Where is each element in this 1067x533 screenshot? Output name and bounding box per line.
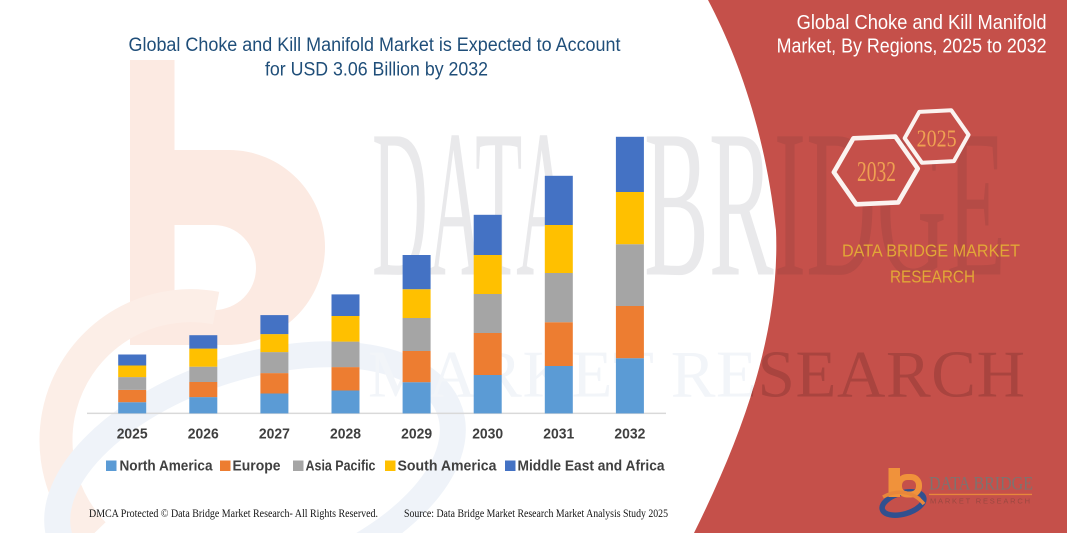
svg-text:2032: 2032 xyxy=(857,157,896,188)
svg-text:Global Choke and Kill Manifold: Global Choke and Kill Manifold xyxy=(797,12,1047,34)
svg-text:2026: 2026 xyxy=(188,426,219,443)
svg-text:Source: Data Bridge Market Res: Source: Data Bridge Market Research Mark… xyxy=(404,508,668,520)
svg-text:2027: 2027 xyxy=(259,426,290,443)
svg-text:DMCA Protected © Data Bridge M: DMCA Protected © Data Bridge Market Rese… xyxy=(89,508,378,520)
svg-text:Europe: Europe xyxy=(233,458,281,475)
svg-text:DATA: DATA xyxy=(372,87,572,321)
svg-text:for USD 3.06 Billion by 2032: for USD 3.06 Billion by 2032 xyxy=(265,60,488,81)
svg-text:2032: 2032 xyxy=(614,426,645,443)
svg-text:2025: 2025 xyxy=(917,127,957,153)
svg-text:South America: South America xyxy=(398,458,498,475)
svg-text:Global Choke and Kill Manifold: Global Choke and Kill Manifold Market is… xyxy=(129,35,622,56)
svg-text:MARKET RESEARCH: MARKET RESEARCH xyxy=(930,497,1030,506)
svg-text:2031: 2031 xyxy=(543,426,574,443)
svg-text:North America: North America xyxy=(120,458,214,475)
svg-text:Asia Pacific: Asia Pacific xyxy=(306,458,376,475)
svg-text:Market, By Regions, 2025 to 20: Market, By Regions, 2025 to 2032 xyxy=(777,35,1047,57)
svg-text:2025: 2025 xyxy=(117,426,148,443)
svg-text:DATA BRIDGE MARKET: DATA BRIDGE MARKET xyxy=(842,241,1020,261)
svg-text:DATA BRIDGE: DATA BRIDGE xyxy=(929,475,1033,495)
svg-text:2030: 2030 xyxy=(472,426,503,443)
svg-text:Middle East and Africa: Middle East and Africa xyxy=(518,458,666,475)
svg-text:2028: 2028 xyxy=(330,426,361,443)
svg-text:2029: 2029 xyxy=(401,426,432,443)
svg-text:RESEARCH: RESEARCH xyxy=(890,267,975,287)
